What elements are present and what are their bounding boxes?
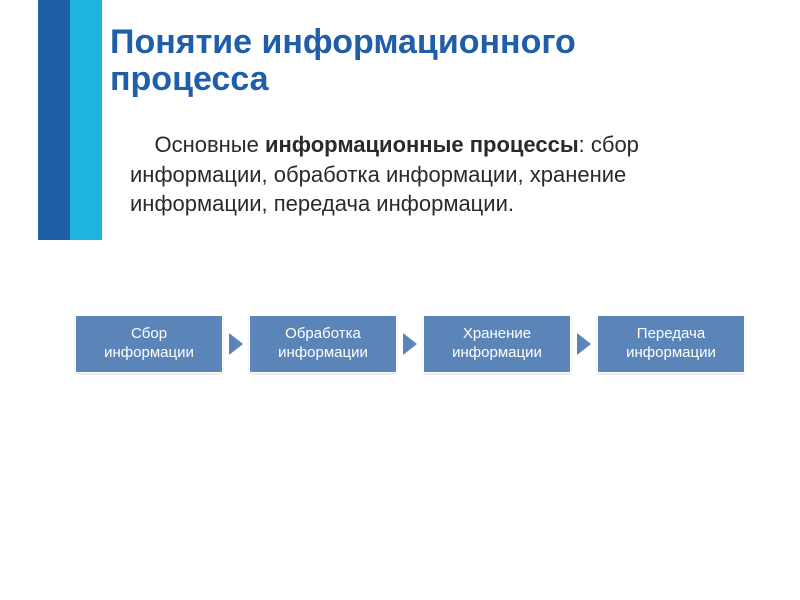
sidebar-dark-stripe xyxy=(38,0,70,240)
flow-arrow-icon xyxy=(229,333,243,355)
paragraph-indent xyxy=(130,132,154,157)
flow-node-0-line1: Сбор xyxy=(131,325,167,344)
flow-node-2-line1: Хранение xyxy=(463,325,531,344)
flow-node-3-line1: Передача xyxy=(637,325,705,344)
flow-node-1-line2: информации xyxy=(278,344,368,363)
process-flowchart: Сбор информации Обработка информации Хра… xyxy=(75,315,745,373)
flow-node-3: Передача информации xyxy=(597,315,745,373)
flow-node-1: Обработка информации xyxy=(249,315,397,373)
body-paragraph: Основные информационные процессы: сбор и… xyxy=(130,130,730,219)
flow-arrow-icon xyxy=(403,333,417,355)
paragraph-bold: информационные процессы xyxy=(265,132,579,157)
flow-node-0: Сбор информации xyxy=(75,315,223,373)
flow-node-3-line2: информации xyxy=(626,344,716,363)
flow-node-0-line2: информации xyxy=(104,344,194,363)
title-line-2: процесса xyxy=(110,60,269,98)
paragraph-lead: Основные xyxy=(154,132,265,157)
flow-node-1-line1: Обработка xyxy=(285,325,361,344)
flow-node-2-line2: информации xyxy=(452,344,542,363)
flow-node-2: Хранение информации xyxy=(423,315,571,373)
page-title: Понятие информационного процесса xyxy=(110,24,576,99)
title-line-1: Понятие информационного xyxy=(110,23,576,61)
sidebar-accent xyxy=(38,0,102,240)
sidebar-cyan-stripe xyxy=(70,0,102,240)
flow-arrow-icon xyxy=(577,333,591,355)
